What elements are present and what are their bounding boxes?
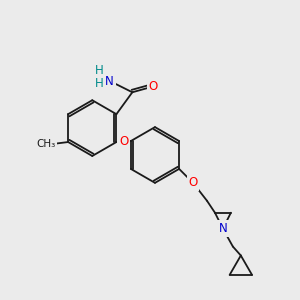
- Text: N: N: [218, 222, 227, 235]
- Text: O: O: [119, 135, 128, 148]
- Text: CH₃: CH₃: [37, 139, 56, 149]
- Text: N: N: [105, 75, 114, 88]
- Text: H: H: [95, 64, 104, 77]
- Text: O: O: [188, 176, 198, 189]
- Text: O: O: [148, 80, 158, 93]
- Text: H: H: [95, 77, 104, 90]
